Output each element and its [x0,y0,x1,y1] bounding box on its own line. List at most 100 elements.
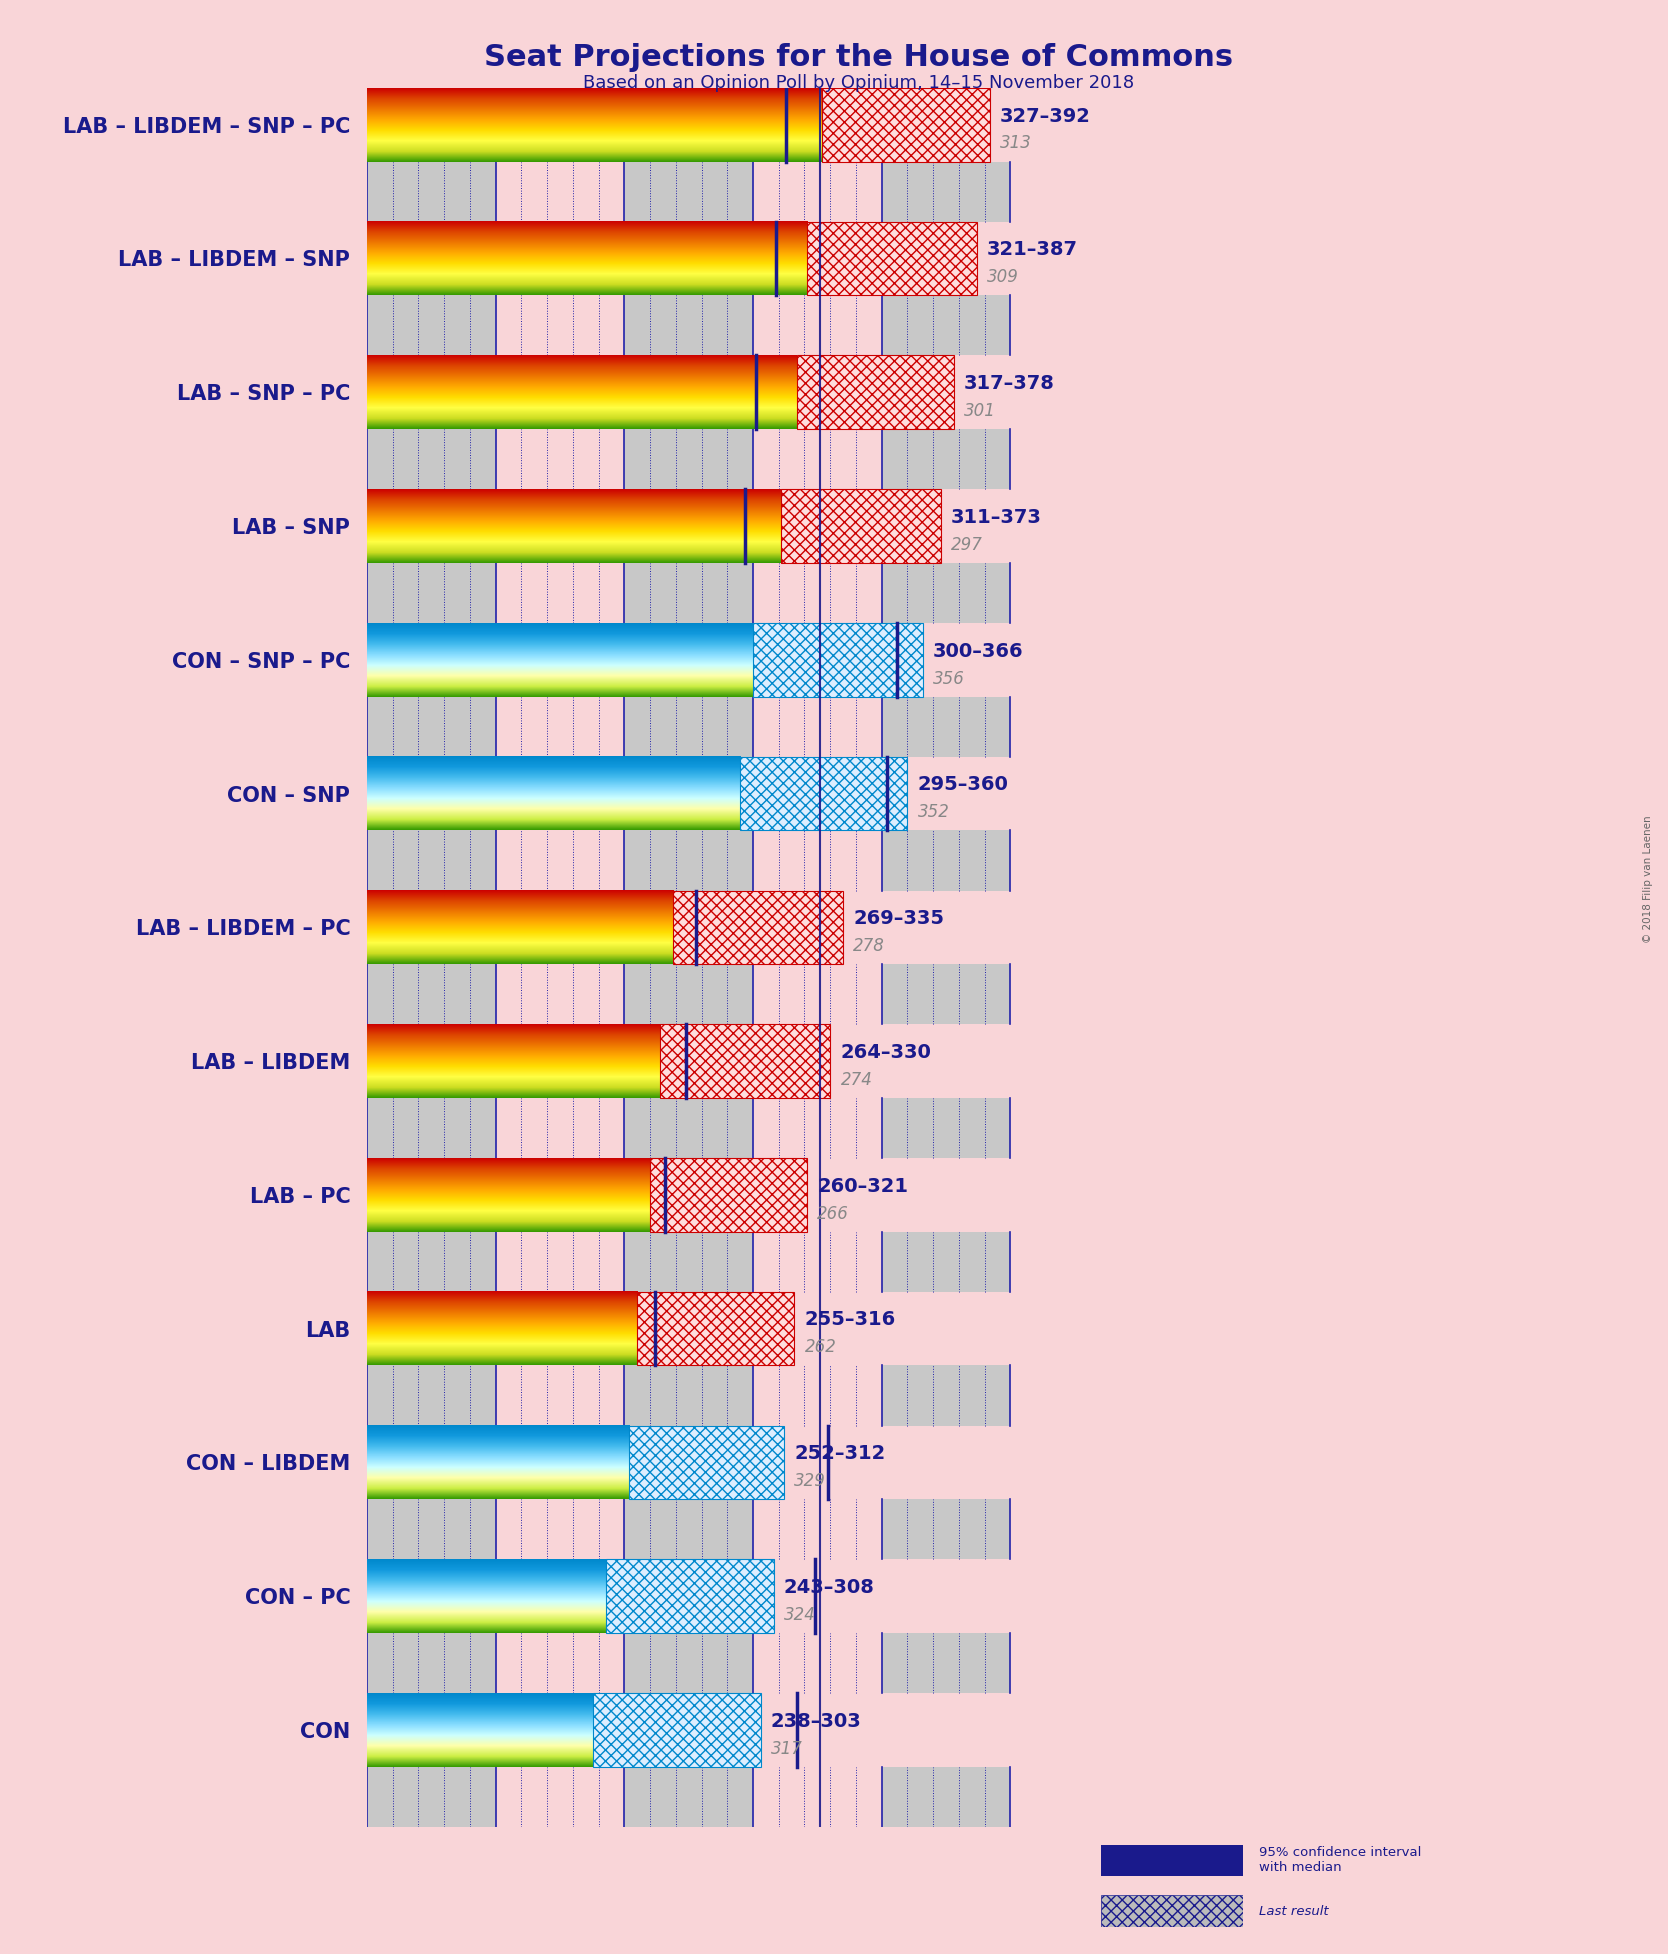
Text: 243–308: 243–308 [784,1579,874,1596]
Text: 260–321: 260–321 [817,1176,909,1196]
Text: 269–335: 269–335 [854,909,944,928]
Bar [495,830,624,891]
Text: 252–312: 252–312 [794,1444,886,1464]
Bar [882,963,1011,1024]
Bar [752,830,882,891]
Bar [882,1366,1011,1426]
Bar [495,1366,624,1426]
Text: Last result: Last result [1259,1905,1329,1917]
Bar [495,295,624,356]
Text: 327–392: 327–392 [1001,107,1091,125]
Bar [624,830,752,891]
Bar [882,1231,1011,1292]
Bar [367,430,495,488]
Bar [605,1559,774,1634]
Bar [752,623,922,698]
Text: 278: 278 [854,938,886,956]
Bar [495,698,624,756]
Bar [367,963,495,1024]
Text: Seat Projections for the House of Commons: Seat Projections for the House of Common… [484,43,1234,72]
Bar [882,1098,1011,1159]
Bar [624,963,752,1024]
Bar [752,563,882,623]
Bar [367,1366,495,1426]
Bar [624,1499,752,1559]
Bar [882,830,1011,891]
Bar [882,430,1011,488]
Text: 95% confidence interval
with median: 95% confidence interval with median [1259,1847,1421,1874]
Bar [752,430,882,488]
Bar [495,563,624,623]
Text: 274: 274 [841,1071,872,1088]
Bar [367,1231,495,1292]
Bar [624,1231,752,1292]
Bar [629,1426,784,1499]
Bar [797,356,954,430]
Bar [624,563,752,623]
Bar [651,1159,807,1231]
Text: 317: 317 [771,1739,802,1759]
Bar [752,1766,882,1827]
Bar [495,1634,624,1694]
Bar [367,1766,495,1827]
Bar [624,698,752,756]
Bar [495,1766,624,1827]
Bar [882,1766,1011,1827]
Text: 317–378: 317–378 [964,373,1054,393]
Text: 311–373: 311–373 [951,508,1042,528]
Bar [822,88,989,162]
Bar [882,1634,1011,1694]
Text: 255–316: 255–316 [804,1311,896,1329]
Bar [882,295,1011,356]
Text: 329: 329 [794,1471,826,1491]
Bar [495,1499,624,1559]
Bar [752,1499,882,1559]
Bar [752,1231,882,1292]
Bar [637,1292,794,1366]
Bar [367,1499,495,1559]
Bar [624,1098,752,1159]
Bar [594,1694,761,1766]
Bar [752,1098,882,1159]
Bar [624,1766,752,1827]
Text: 262: 262 [804,1338,836,1356]
Bar [741,756,907,830]
Bar [367,563,495,623]
Bar [367,1634,495,1694]
Text: Based on an Opinion Poll by Opinium, 14–15 November 2018: Based on an Opinion Poll by Opinium, 14–… [584,74,1134,92]
Bar [367,698,495,756]
Bar [367,830,495,891]
Bar [367,162,495,221]
Text: 295–360: 295–360 [917,776,1009,795]
Bar [624,430,752,488]
Bar [882,162,1011,221]
Text: 238–303: 238–303 [771,1712,862,1731]
Text: 356: 356 [932,670,966,688]
Bar [882,698,1011,756]
Bar [752,295,882,356]
Text: 266: 266 [817,1204,849,1223]
Text: 324: 324 [784,1606,816,1624]
Text: 300–366: 300–366 [932,641,1024,660]
Bar [624,1366,752,1426]
Bar [752,963,882,1024]
Bar [624,162,752,221]
Bar [752,1366,882,1426]
Bar [495,430,624,488]
Text: 321–387: 321–387 [987,240,1078,260]
Bar [661,1024,831,1098]
Text: 301: 301 [964,403,996,420]
Bar [752,162,882,221]
Bar [367,295,495,356]
Bar [674,891,842,963]
Bar [624,1634,752,1694]
Bar [495,1098,624,1159]
Bar [752,1634,882,1694]
Text: 313: 313 [1001,135,1032,152]
Bar [882,563,1011,623]
Bar [882,1499,1011,1559]
Bar [752,698,882,756]
Bar [807,221,977,295]
Text: © 2018 Filip van Laenen: © 2018 Filip van Laenen [1643,815,1653,944]
Bar [367,1098,495,1159]
